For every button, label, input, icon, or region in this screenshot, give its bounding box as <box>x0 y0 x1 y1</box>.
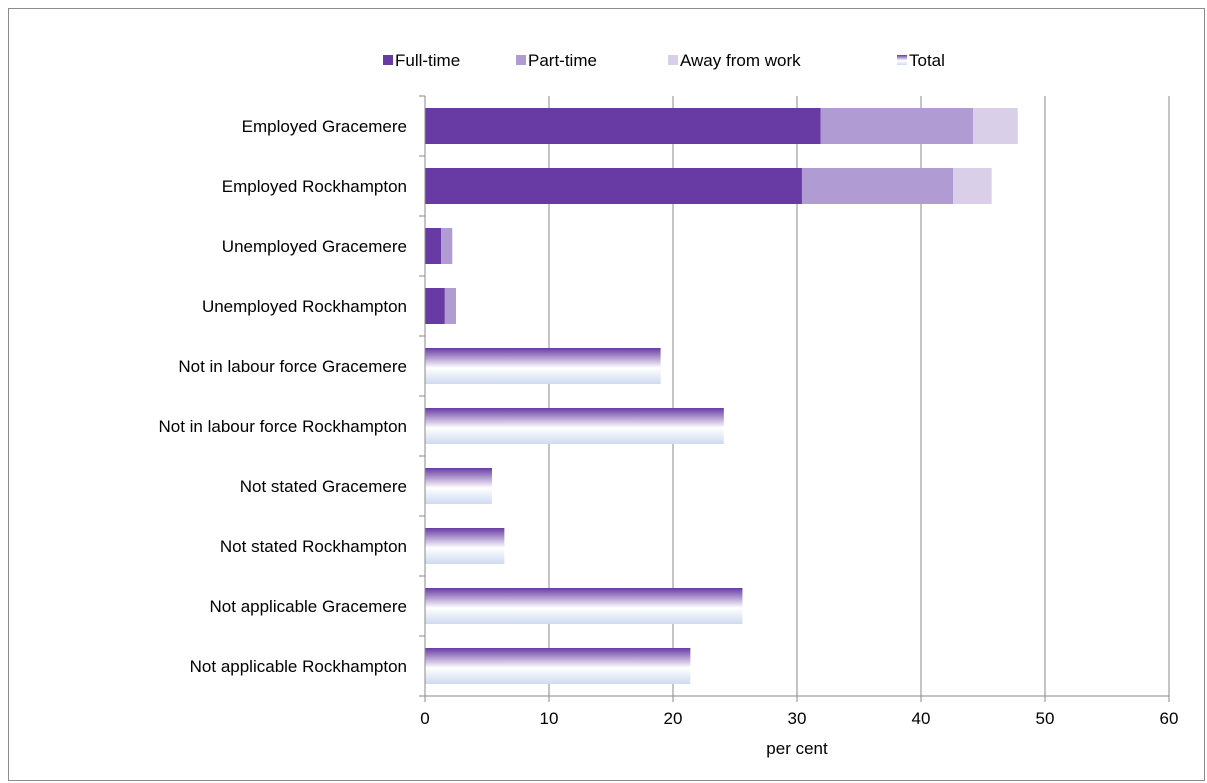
category-label-not-applicable-rockhampton: Not applicable Rockhampton <box>190 657 407 676</box>
bar-not-stated-gracemere-total <box>425 468 492 504</box>
category-label-not-stated-rockhampton: Not stated Rockhampton <box>220 537 407 556</box>
legend-label-total: Total <box>909 51 945 70</box>
category-label-unemployed-rockhampton: Unemployed Rockhampton <box>202 297 407 316</box>
legend-item-total: Total <box>897 51 945 70</box>
legend-label-full-time: Full-time <box>395 51 460 70</box>
axes <box>419 95 1170 702</box>
bar-unemployed-gracemere-part-time <box>441 228 453 264</box>
legend-item-full-time: Full-time <box>383 51 460 70</box>
legend-item-part-time: Part-time <box>516 51 597 70</box>
category-labels: Employed Gracemere Employed Rockhampton Un… <box>158 117 407 676</box>
bar-unemployed-rockhampton-full-time <box>425 288 445 324</box>
x-tick-labels: 0 10 20 30 40 50 60 <box>420 709 1178 728</box>
bar-not-applicable-rockhampton-total <box>425 648 691 684</box>
bar-employed-gracemere-full-time <box>425 108 821 144</box>
bar-employed-gracemere-away-from-work <box>973 108 1018 144</box>
x-tick-label-40: 40 <box>912 709 931 728</box>
legend-label-part-time: Part-time <box>528 51 597 70</box>
legend-swatch-away-from-work <box>668 55 678 65</box>
bar-not-applicable-gracemere-total <box>425 588 743 624</box>
x-tick-label-20: 20 <box>664 709 683 728</box>
bar-employed-rockhampton-away-from-work <box>953 168 992 204</box>
x-axis-title: per cent <box>766 739 828 758</box>
bar-employed-rockhampton-part-time <box>801 168 954 204</box>
chart-frame: Full-time Part-time Away from work Total Em… <box>8 8 1205 781</box>
x-tick-label-30: 30 <box>788 709 807 728</box>
x-tick-label-50: 50 <box>1036 709 1055 728</box>
bar-employed-gracemere-part-time <box>820 108 974 144</box>
category-label-not-stated-gracemere: Not stated Gracemere <box>240 477 407 496</box>
bar-not-in-labour-force-rockhampton-total <box>425 408 724 444</box>
category-label-not-in-labour-force-gracemere: Not in labour force Gracemere <box>178 357 407 376</box>
category-label-employed-rockhampton: Employed Rockhampton <box>222 177 407 196</box>
bar-unemployed-gracemere-full-time <box>425 228 442 264</box>
legend-swatch-total <box>897 55 907 65</box>
bar-unemployed-rockhampton-part-time <box>444 288 456 324</box>
x-tick-label-60: 60 <box>1160 709 1179 728</box>
bar-employed-rockhampton-full-time <box>425 168 802 204</box>
category-label-unemployed-gracemere: Unemployed Gracemere <box>222 237 407 256</box>
bars <box>425 108 1018 684</box>
category-label-employed-gracemere: Employed Gracemere <box>242 117 407 136</box>
legend-item-away-from-work: Away from work <box>668 51 801 70</box>
category-label-not-applicable-gracemere: Not applicable Gracemere <box>210 597 407 616</box>
bar-not-stated-rockhampton-total <box>425 528 505 564</box>
x-tick-label-10: 10 <box>540 709 559 728</box>
legend-swatch-full-time <box>383 55 393 65</box>
category-label-not-in-labour-force-rockhampton: Not in labour force Rockhampton <box>158 417 407 436</box>
bar-not-in-labour-force-gracemere-total <box>425 348 661 384</box>
x-tick-label-0: 0 <box>420 709 429 728</box>
legend: Full-time Part-time Away from work Total <box>383 51 945 70</box>
legend-label-away-from-work: Away from work <box>680 51 801 70</box>
legend-swatch-part-time <box>516 55 526 65</box>
bar-chart: Full-time Part-time Away from work Total Em… <box>158 51 1178 758</box>
